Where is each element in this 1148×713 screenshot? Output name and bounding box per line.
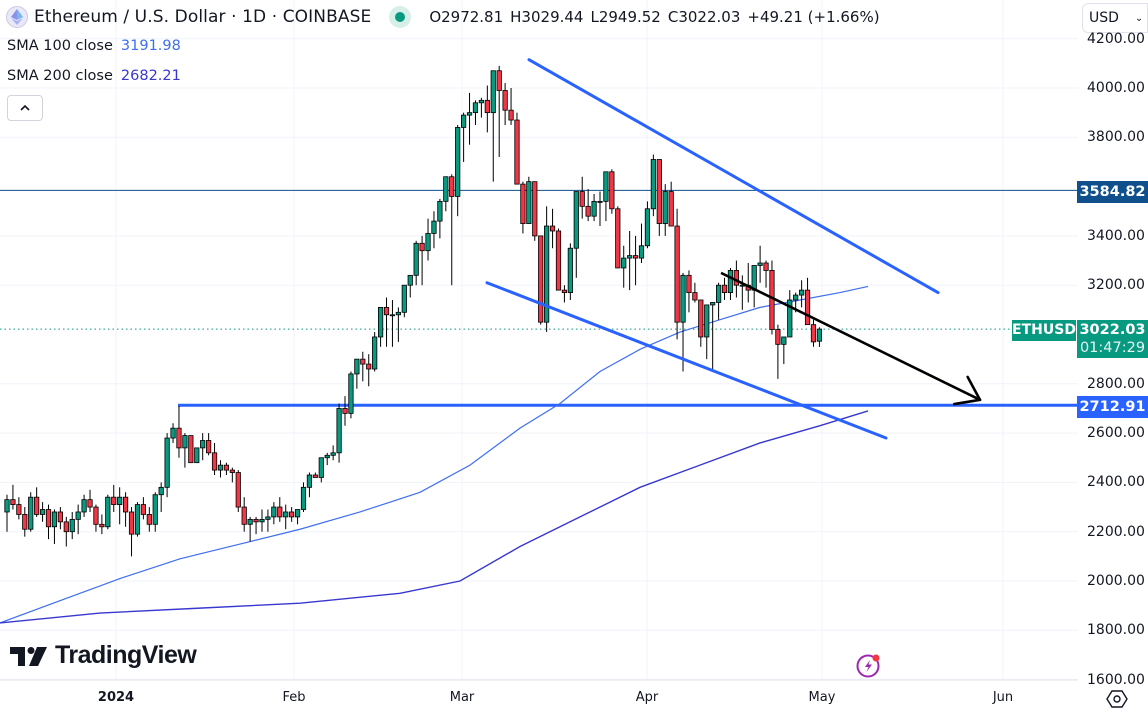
lightning-icon	[856, 654, 880, 678]
price-axis-label: 3800.00	[1087, 129, 1145, 146]
arrow-drawing[interactable]	[720, 271, 981, 401]
horizontal-lines	[0, 189, 1078, 407]
price-axis-label: 1800.00	[1087, 622, 1145, 639]
ethereum-icon	[6, 6, 28, 28]
chevron-up-icon	[20, 104, 30, 111]
time-axis-label: Feb	[282, 690, 306, 705]
high-value: H3029.44	[510, 8, 584, 26]
chart-header: Ethereum / U.S. Dollar · 1D · COINBASE O…	[6, 5, 880, 29]
price-axis-label: 2000.00	[1087, 573, 1145, 589]
price-axis-label: 2800.00	[1087, 375, 1145, 392]
bar-countdown: 01:47:29	[1079, 340, 1146, 356]
candles	[4, 65, 823, 557]
time-axis-label: 2024	[97, 690, 135, 705]
chevron-down-icon: ⌄	[1134, 12, 1144, 24]
price-axis-label: 3200.00	[1087, 277, 1145, 294]
trendline[interactable]	[485, 281, 888, 440]
time-axis-label: Mar	[449, 690, 475, 705]
chart-settings-button[interactable]	[1106, 689, 1128, 709]
moving-averages	[0, 285, 869, 624]
resistance-price: 3584.82	[1079, 184, 1146, 200]
settings-hexagon-icon	[1106, 690, 1128, 708]
symbol-title[interactable]: Ethereum / U.S. Dollar · 1D · COINBASE	[34, 7, 372, 27]
grid-lines	[0, 0, 1078, 681]
price-axis-label: 2600.00	[1087, 425, 1145, 442]
flash-alerts-button[interactable]	[856, 652, 882, 678]
collapse-indicators-button[interactable]	[7, 95, 43, 121]
tradingview-logo-icon	[10, 646, 47, 666]
open-value: O2972.81	[429, 8, 504, 26]
market-open-status-icon[interactable]	[389, 6, 412, 28]
symbol-tag: ETHUSD	[1012, 320, 1076, 341]
price-axis-label: 2200.00	[1087, 523, 1145, 540]
currency-label: USD	[1089, 10, 1119, 26]
tradingview-logo[interactable]: TradingView	[10, 641, 197, 670]
tradingview-wordmark: TradingView	[55, 641, 197, 669]
price-axis-label: 2400.00	[1087, 474, 1145, 491]
currency-select[interactable]: USD ⌄	[1082, 3, 1148, 33]
close-value: C3022.03	[667, 8, 741, 26]
indicator-sma200[interactable]: SMA 200 close 2682.21	[7, 68, 181, 84]
indicator-label: SMA 200 close	[7, 68, 113, 84]
time-axis-label: Jun	[992, 690, 1014, 705]
ohlc-values: O2972.81 H3029.44 L2949.52 C3022.03 +49.…	[429, 8, 879, 26]
current-price-tag: 3022.03 01:47:29	[1077, 320, 1148, 358]
low-value: L2949.52	[590, 8, 661, 26]
current-price: 3022.03	[1079, 322, 1146, 338]
price-axis-label: 4000.00	[1087, 80, 1145, 96]
trendline[interactable]	[527, 58, 940, 295]
support-price-tag: 2712.91	[1077, 396, 1148, 418]
price-axis-label: 3400.00	[1087, 227, 1145, 244]
time-axis-label: Apr	[635, 690, 659, 705]
arrow-head	[966, 375, 982, 402]
arrow-head	[953, 398, 982, 406]
indicator-label: SMA 100 close	[7, 38, 113, 54]
indicator-value: 3191.98	[120, 38, 181, 54]
support-price: 2712.91	[1079, 399, 1146, 415]
price-axis-label: 4200.00	[1087, 30, 1145, 47]
price-axis-label: 1600.00	[1087, 671, 1145, 688]
resistance-price-tag: 3584.82	[1077, 181, 1148, 203]
indicator-sma100[interactable]: SMA 100 close 3191.98	[7, 38, 181, 54]
drawings[interactable]	[485, 58, 982, 440]
indicator-value: 2682.21	[120, 68, 181, 84]
change-value: +49.21 (+1.66%)	[747, 8, 880, 26]
time-axis-label: May	[808, 690, 836, 705]
